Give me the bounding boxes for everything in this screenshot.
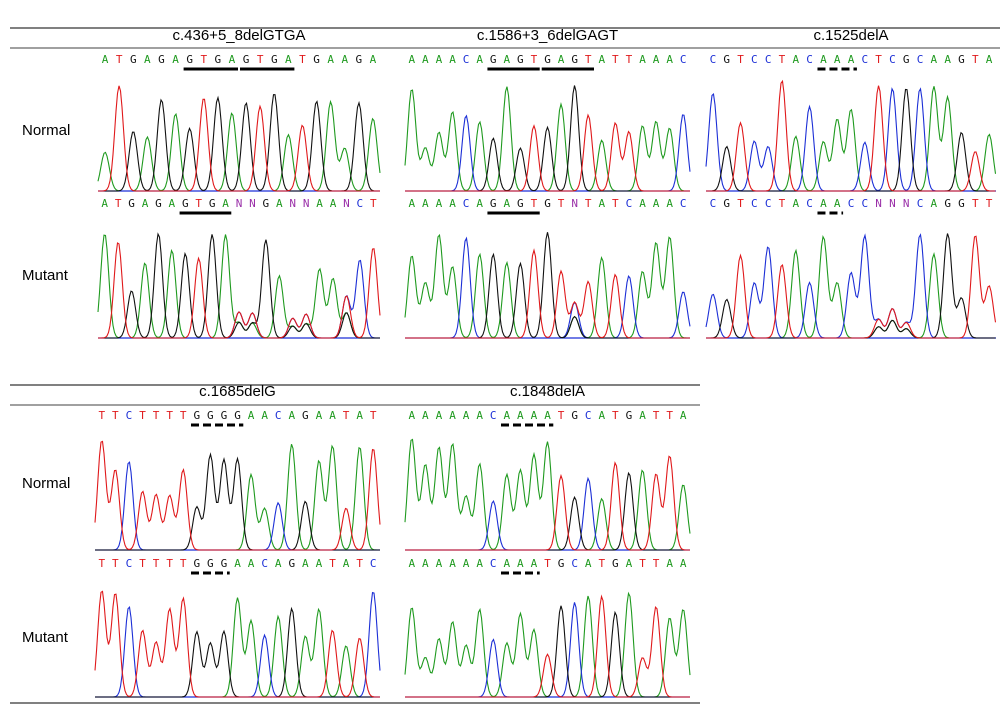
trace [705,233,996,339]
trace [706,235,997,339]
trace [706,233,996,339]
trace [405,236,691,339]
trace [405,113,690,192]
row-label: Normal [22,122,70,139]
trace [404,438,691,551]
trace [94,440,381,551]
trace [95,591,381,698]
trace [706,86,997,192]
trace [404,591,691,698]
trace [98,94,380,192]
trace [405,455,690,551]
trace [95,606,380,698]
trace [98,242,381,339]
row-label: Normal [22,475,70,492]
trace [706,79,996,192]
panel-title: c.436+5_8delGTGA [172,27,305,44]
trace [95,461,380,551]
trace [405,85,690,192]
trace [405,232,690,339]
panel-title: c.1586+3_6delGAGT [477,27,618,44]
row-label: Mutant [22,629,69,646]
trace [94,590,380,698]
row-label: Mutant [22,267,69,284]
trace [404,233,690,339]
trace [706,234,996,339]
trace [98,232,380,339]
trace [405,248,690,339]
panel-title: c.1525delA [813,27,888,44]
trace [404,86,690,192]
trace [98,85,380,192]
trace [405,594,690,698]
trace [95,597,380,698]
panel-title: c.1685delG [199,383,276,400]
panel-title: c.1848delA [510,383,585,400]
